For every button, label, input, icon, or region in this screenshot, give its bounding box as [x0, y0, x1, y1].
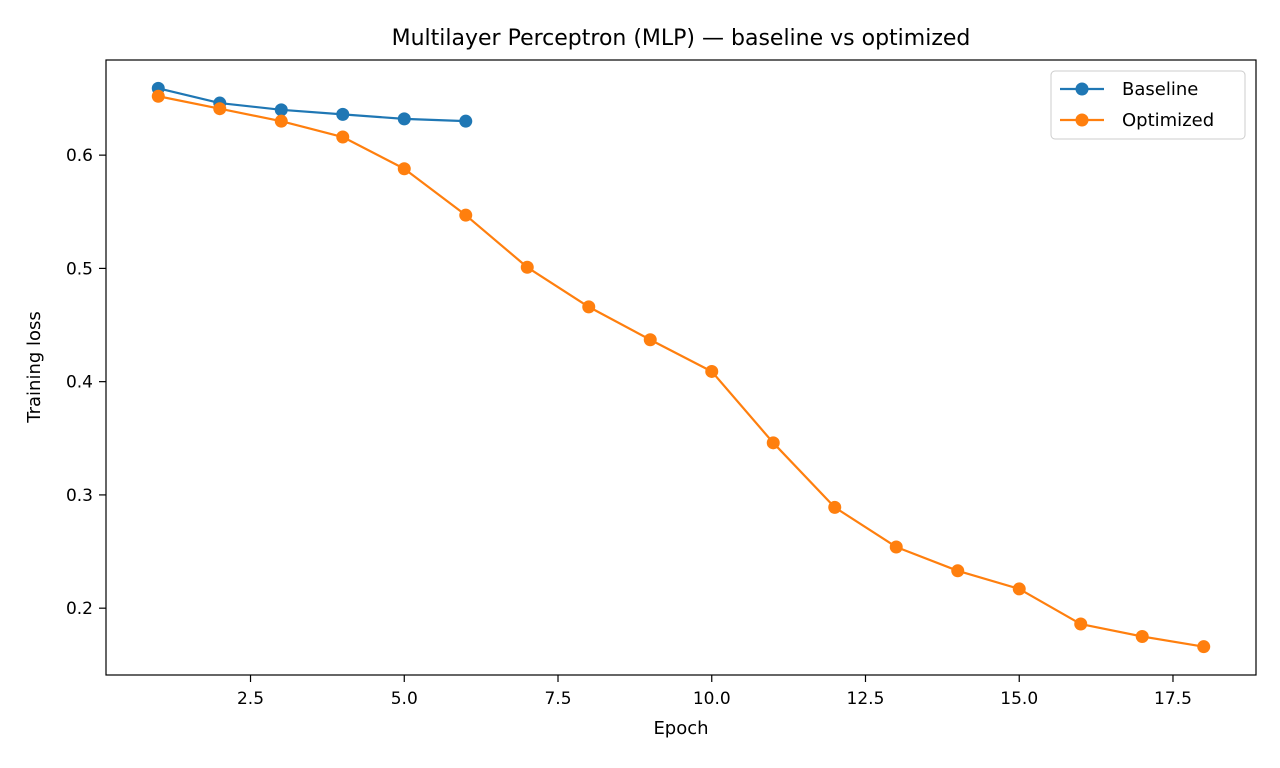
legend-label: Optimized — [1122, 110, 1214, 131]
data-point — [889, 540, 903, 554]
y-axis-label: Training loss — [24, 311, 45, 424]
y-axis-ticks: 0.2 0.3 0.4 0.5 0.6 — [66, 146, 106, 619]
series-layer — [151, 81, 1211, 654]
data-point — [274, 114, 288, 128]
series-optimized — [151, 89, 1211, 654]
data-point — [151, 89, 165, 103]
legend: Baseline Optimized — [1050, 70, 1246, 140]
x-tick-label: 7.5 — [544, 689, 571, 709]
x-axis-label: Epoch — [653, 718, 708, 739]
series-baseline — [151, 81, 473, 128]
data-point — [582, 300, 596, 314]
chart-title: Multilayer Perceptron (MLP) — baseline v… — [392, 26, 971, 51]
legend-label: Baseline — [1122, 79, 1198, 100]
series-line — [158, 87, 466, 123]
plot-area-frame — [105, 59, 1257, 676]
data-point — [1074, 617, 1088, 631]
y-tick-label: 0.5 — [66, 259, 93, 279]
data-point — [459, 114, 473, 128]
series-line — [158, 95, 1204, 648]
y-tick-label: 0.3 — [66, 486, 93, 506]
data-point — [459, 208, 473, 222]
legend-item-optimized: Optimized — [1060, 110, 1214, 131]
legend-marker — [1075, 82, 1089, 96]
data-point — [336, 130, 350, 144]
legend-item-baseline: Baseline — [1060, 79, 1198, 100]
legend-marker — [1075, 113, 1089, 127]
x-tick-label: 17.5 — [1154, 689, 1192, 709]
data-point — [336, 107, 350, 121]
data-point — [828, 500, 842, 514]
data-point — [213, 102, 227, 116]
x-tick-label: 5.0 — [391, 689, 418, 709]
data-point — [951, 564, 965, 578]
y-tick-label: 0.4 — [66, 373, 93, 393]
x-tick-label: 10.0 — [693, 689, 731, 709]
data-point — [1135, 629, 1149, 643]
data-point — [274, 103, 288, 117]
x-axis-ticks: 2.5 5.0 7.5 10.0 12.5 15.0 17.5 — [237, 675, 1192, 709]
y-tick-label: 0.6 — [66, 146, 93, 166]
x-tick-label: 12.5 — [847, 689, 885, 709]
data-point — [397, 162, 411, 176]
x-tick-label: 15.0 — [1000, 689, 1038, 709]
data-point — [766, 436, 780, 450]
data-point — [520, 260, 534, 274]
data-point — [705, 364, 719, 378]
data-point — [1197, 640, 1211, 654]
data-point — [397, 112, 411, 126]
data-point — [1012, 582, 1026, 596]
y-tick-label: 0.2 — [66, 599, 93, 619]
data-point — [643, 333, 657, 347]
x-tick-label: 2.5 — [237, 689, 264, 709]
